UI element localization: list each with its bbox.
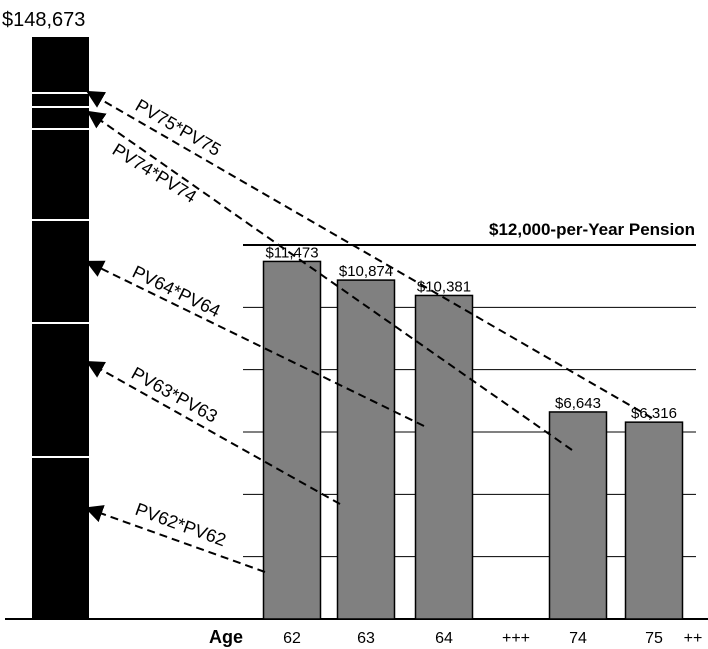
stack-total-label: $148,673 [2,9,85,31]
plus-mark: + [55,64,67,86]
bar-age-75 [624,421,684,620]
arrow-label-pv75: PV75*PV75 [132,95,224,160]
value-label-age-63: $10,874 [339,263,393,280]
x-tick-label: 64 [435,630,453,647]
x-tick-label-trailing: ++ [684,630,703,647]
plus-mark: + [55,161,67,183]
value-label-age-75: $6,316 [631,405,677,422]
x-tick-label: 74 [569,630,587,647]
arrow-line-pv75 [85,90,653,419]
bars [262,260,684,620]
arrow-line-pv63 [85,361,341,505]
bar-age-62 [262,260,322,620]
arrow-line-pv74 [86,110,573,451]
bar-age-63 [336,279,396,620]
chart-title: $12,000-per-Year Pension [489,220,695,239]
arrow-line-pv64 [85,260,425,427]
arrow-label-pv63: PV63*PV63 [128,363,221,427]
arrow-label-pv64: PV64*PV64 [129,262,223,322]
x-axis-label: Age [209,627,243,647]
bar-age-74 [548,411,608,620]
plus-mark: + [55,180,67,202]
x-tick-label: +++ [502,630,530,647]
total-present-value-stack: + + + + + [32,37,89,619]
x-tick-label: 63 [357,630,375,647]
x-tick-labels: 62 63 64 +++ 74 75 ++ [283,630,702,647]
arrow-line-pv62 [84,505,266,573]
value-label-age-62: $11,473 [265,244,318,261]
plus-mark: + [55,43,67,65]
x-tick-label: 62 [283,630,301,647]
x-tick-label: 75 [645,630,663,647]
stack-column [32,37,89,619]
value-label-age-64: $10,381 [417,278,471,295]
value-labels: $11,473 $10,874 $10,381 $6,643 $6,316 [265,244,677,422]
arrow-label-pv62: PV62*PV62 [133,499,229,550]
plus-mark: + [55,142,67,164]
value-label-age-74: $6,643 [555,395,601,412]
bar-age-64 [414,294,474,620]
